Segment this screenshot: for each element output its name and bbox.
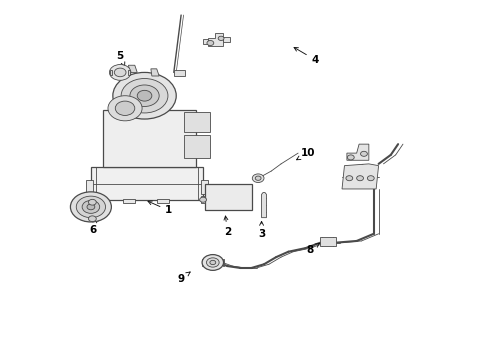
Text: 6: 6 <box>89 219 97 235</box>
Bar <box>200 180 207 194</box>
Text: 8: 8 <box>306 243 319 255</box>
Circle shape <box>366 176 373 181</box>
Circle shape <box>345 176 352 181</box>
Circle shape <box>109 64 131 80</box>
Circle shape <box>121 78 167 113</box>
Bar <box>91 167 203 200</box>
Polygon shape <box>200 196 205 203</box>
Circle shape <box>206 41 213 45</box>
Polygon shape <box>341 164 378 189</box>
Polygon shape <box>207 33 222 45</box>
Circle shape <box>76 196 105 218</box>
Text: 1: 1 <box>148 201 172 216</box>
Circle shape <box>88 216 96 222</box>
Text: 9: 9 <box>177 272 190 284</box>
Polygon shape <box>346 144 368 160</box>
Circle shape <box>209 260 215 265</box>
Circle shape <box>114 68 126 77</box>
Polygon shape <box>128 65 137 72</box>
Circle shape <box>108 96 142 121</box>
Bar <box>86 180 93 194</box>
Circle shape <box>113 72 176 119</box>
Circle shape <box>199 197 206 202</box>
Circle shape <box>356 176 363 181</box>
Polygon shape <box>203 39 207 44</box>
Circle shape <box>202 255 223 270</box>
Polygon shape <box>222 37 229 42</box>
Text: 4: 4 <box>293 48 318 65</box>
Text: 10: 10 <box>296 148 314 160</box>
Circle shape <box>82 201 100 213</box>
Bar <box>157 199 168 203</box>
Bar <box>205 184 251 211</box>
Circle shape <box>70 192 111 222</box>
Polygon shape <box>110 69 112 75</box>
Circle shape <box>115 101 135 116</box>
Bar <box>183 112 210 132</box>
Polygon shape <box>128 69 130 75</box>
Bar <box>320 237 335 246</box>
Polygon shape <box>261 193 266 218</box>
Circle shape <box>206 258 219 267</box>
Text: 2: 2 <box>224 216 231 237</box>
Circle shape <box>137 90 152 101</box>
Bar <box>103 110 195 167</box>
Text: 5: 5 <box>116 51 124 67</box>
Polygon shape <box>82 200 105 221</box>
Bar <box>130 94 159 110</box>
Polygon shape <box>222 259 223 266</box>
Circle shape <box>130 85 159 107</box>
Circle shape <box>255 176 261 180</box>
Circle shape <box>360 151 366 156</box>
Circle shape <box>87 204 95 210</box>
Circle shape <box>88 199 96 205</box>
Polygon shape <box>151 69 159 76</box>
Bar <box>122 199 135 203</box>
Bar <box>173 69 184 76</box>
Circle shape <box>218 36 224 41</box>
Circle shape <box>346 155 353 160</box>
Text: 7: 7 <box>362 165 374 180</box>
Circle shape <box>252 174 264 183</box>
Bar <box>183 135 210 158</box>
Text: 3: 3 <box>257 221 264 239</box>
Polygon shape <box>202 259 203 266</box>
